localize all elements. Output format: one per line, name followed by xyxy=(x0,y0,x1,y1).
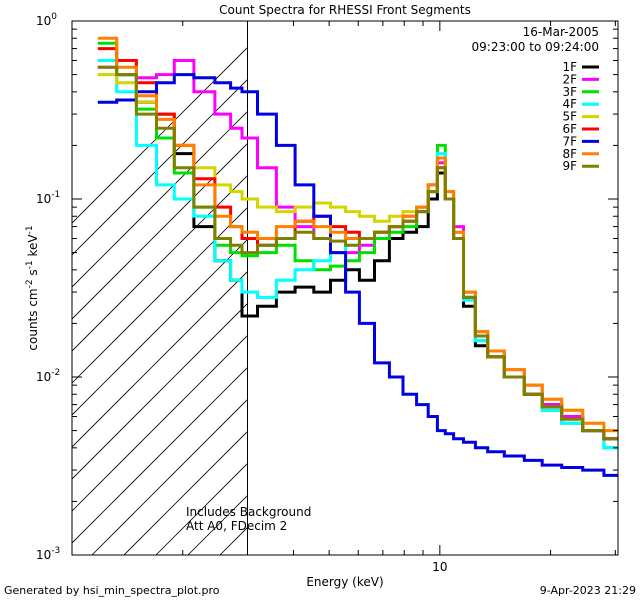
hatch-line xyxy=(348,0,640,555)
legend-label-6F: 6F xyxy=(562,122,577,136)
hatch-line xyxy=(72,238,248,416)
hatch-line xyxy=(91,398,248,555)
legend-label-1F: 1F xyxy=(562,60,577,74)
hatch-line xyxy=(316,0,640,555)
series-line-7F xyxy=(97,73,618,477)
time-range-label: 09:23:00 to 09:24:00 xyxy=(472,40,599,54)
chart-title: Count Spectra for RHESSI Front Segments xyxy=(219,3,471,17)
series-line-2F xyxy=(97,59,618,441)
legend-label-8F: 8F xyxy=(562,147,577,161)
x-tick-label: 10 xyxy=(432,560,447,574)
hatch-line xyxy=(219,526,248,555)
hatch-line xyxy=(72,366,248,544)
hatch-line xyxy=(380,0,640,555)
excluded-energy-hatch xyxy=(72,0,640,555)
hatch-line xyxy=(476,0,640,555)
y-label-part-1: counts cm xyxy=(26,288,40,350)
hatch-line xyxy=(72,46,248,224)
hatch-line xyxy=(72,174,248,352)
y-label-sup-3: -1 xyxy=(25,225,35,234)
legend-label-9F: 9F xyxy=(562,159,577,173)
y-tick-label: 10-2 xyxy=(36,368,60,384)
x-axis-label: Energy (keV) xyxy=(306,575,383,589)
hatch-line xyxy=(412,0,640,555)
hatch-line xyxy=(123,430,248,555)
hatch-line xyxy=(252,0,640,555)
y-label-part-2: s xyxy=(26,269,40,279)
annotation-background: Includes Background xyxy=(186,505,311,519)
hatch-line xyxy=(72,142,248,320)
generated-by: Generated by hsi_min_spectra_plot.pro xyxy=(4,584,220,597)
legend-label-3F: 3F xyxy=(562,85,577,99)
y-tick-label: 10-1 xyxy=(36,190,60,206)
hatch-line xyxy=(72,206,248,384)
legend-label-4F: 4F xyxy=(562,97,577,111)
legend-label-7F: 7F xyxy=(562,134,577,148)
y-tick-label: 100 xyxy=(36,12,57,28)
date-label: 16-Mar-2005 xyxy=(523,25,599,39)
axis-ticks: 1010010010-110-210-3 xyxy=(36,12,618,574)
hatch-line xyxy=(72,110,248,288)
generated-timestamp: 9-Apr-2023 21:29 xyxy=(540,584,636,597)
hatch-line xyxy=(72,302,248,480)
plot-frame xyxy=(71,20,619,556)
y-tick-label: 10-3 xyxy=(36,546,60,562)
y-label-sup-1: -2 xyxy=(25,279,35,288)
hatch-line xyxy=(72,270,248,448)
legend-label-2F: 2F xyxy=(562,72,577,86)
hatch-line xyxy=(72,334,248,512)
hatch-line xyxy=(572,0,640,555)
y-axis-label: counts cm-2 s-1 keV-1 xyxy=(25,225,40,350)
annotation-attenuator: Att A0, FDecim 2 xyxy=(186,519,287,533)
y-label-sup-2: -1 xyxy=(25,260,35,269)
hatch-line xyxy=(444,0,640,555)
y-label-part-3: keV xyxy=(26,234,40,261)
hatch-line xyxy=(540,0,640,555)
hatch-line xyxy=(604,0,640,555)
series-layer xyxy=(97,36,618,477)
legend-label-5F: 5F xyxy=(562,110,577,124)
series-line-9F xyxy=(97,65,618,441)
